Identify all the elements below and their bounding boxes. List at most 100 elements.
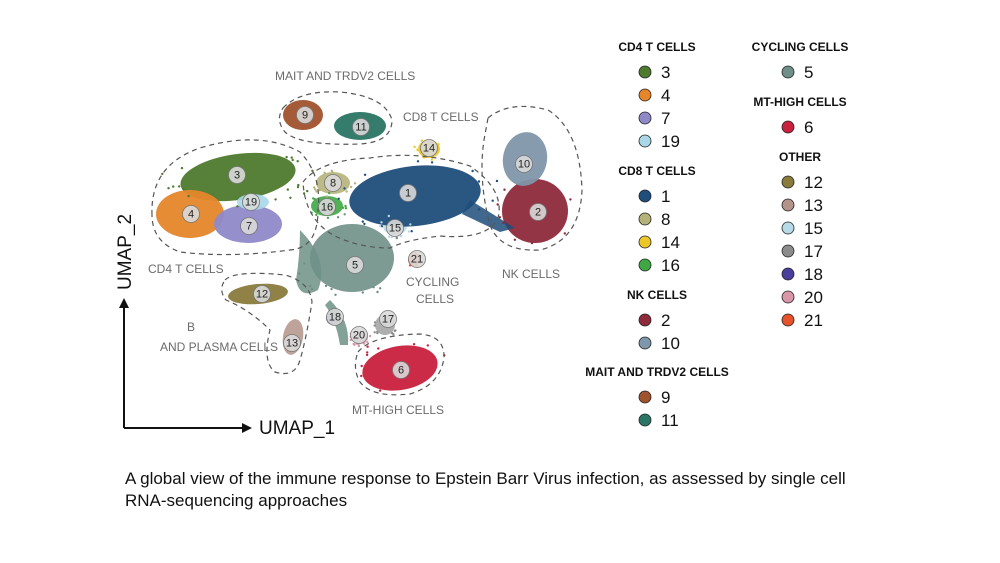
legend-item-7: 7 (638, 109, 670, 128)
cluster-badge-16: 16 (318, 198, 336, 216)
speck (379, 287, 382, 290)
cluster-badge-circle (408, 250, 426, 268)
legend-swatch (638, 390, 652, 404)
cluster-badge-number: 12 (256, 289, 268, 301)
legend-item-label: 17 (804, 242, 823, 261)
cluster-badge-20: 20 (350, 326, 368, 344)
cluster-badge-number: 7 (246, 221, 252, 233)
cluster-badge-circle (515, 155, 533, 173)
outline-nk (481, 105, 583, 251)
speck (496, 203, 499, 206)
speck (377, 347, 380, 350)
cluster-badge-circle (253, 285, 271, 303)
legend-group-5: MT-HIGH CELLS 6 (753, 95, 846, 137)
speck (318, 188, 321, 192)
speck (410, 230, 413, 233)
cluster-badge-11: 11 (352, 118, 370, 136)
group-labels: MAIT AND TRDV2 CELLS CD8 T CELLS CD4 T CEL… (148, 69, 560, 417)
axes: UMAP_1 UMAP_2 (115, 214, 335, 439)
cluster-badge-number: 1 (405, 188, 411, 200)
legend-item-4: 4 (638, 86, 670, 105)
group-label-bplasma: B AND PLASMA CELLS (160, 320, 278, 354)
legend-item-label: 2 (661, 311, 670, 330)
speck (357, 344, 361, 348)
speck (372, 286, 375, 289)
speck (341, 206, 345, 209)
legend-group-6: OTHER 12 13 15 17 18 20 21 (779, 150, 823, 330)
speck (276, 158, 280, 161)
speck (420, 139, 423, 142)
legend-item-13: 13 (781, 196, 823, 215)
speck (363, 222, 366, 226)
speck (373, 321, 377, 324)
legend-item-label: 7 (661, 109, 670, 128)
speck (409, 223, 412, 226)
cluster-badge-17: 17 (379, 310, 397, 328)
legend-item-1: 1 (638, 187, 670, 206)
cluster-badge-5: 5 (346, 256, 364, 274)
speck (289, 196, 292, 199)
cluster-badge-number: 20 (353, 330, 365, 342)
speck (309, 284, 312, 288)
cluster-badge-7: 7 (240, 217, 258, 235)
speck (161, 172, 164, 176)
speck (315, 213, 318, 217)
speck (407, 230, 411, 233)
speck (344, 204, 347, 208)
legend-item-8: 8 (638, 210, 670, 229)
legend-item-label: 12 (804, 173, 823, 192)
speck (325, 195, 328, 198)
cluster-badge-number: 11 (355, 122, 366, 134)
speck (363, 173, 367, 176)
legend-swatch (781, 120, 795, 134)
legend-item-10: 10 (638, 334, 680, 353)
legend-item-label: 9 (661, 388, 670, 407)
legend-item-label: 14 (661, 233, 680, 252)
cluster-badge-number: 5 (352, 260, 358, 272)
speck (392, 333, 395, 336)
cluster-badge-number: 19 (245, 197, 257, 209)
speck (430, 158, 434, 161)
speck (326, 216, 330, 219)
legend-item-6: 6 (781, 118, 813, 137)
speck (361, 220, 364, 223)
legend-swatch (781, 290, 795, 304)
legend-item-11: 11 (638, 411, 679, 430)
speck (291, 158, 294, 162)
speck (336, 216, 340, 219)
speck (334, 293, 337, 296)
legend-group-heading: MT-HIGH CELLS (753, 95, 846, 109)
outline-cd4 (151, 139, 320, 256)
speck (296, 160, 299, 163)
speck (477, 208, 481, 211)
speck (297, 183, 300, 187)
cluster-badge-circle (529, 203, 547, 221)
speck (274, 198, 277, 201)
legend-swatch (638, 111, 652, 125)
outline-bplasma (221, 272, 313, 375)
legend-item-label: 8 (661, 210, 670, 229)
speck (361, 291, 364, 294)
speck (373, 324, 376, 327)
legend-item-label: 1 (661, 187, 670, 206)
speck (393, 329, 396, 333)
legend-item-17: 17 (781, 242, 823, 261)
legend-swatch (781, 175, 795, 189)
speck (416, 160, 420, 163)
x-axis-arrow (242, 423, 252, 433)
speck (286, 188, 289, 191)
cluster-badge-2: 2 (529, 203, 547, 221)
legend-item-label: 5 (804, 63, 813, 82)
legend-swatch (638, 336, 652, 350)
cluster-badge-number: 8 (330, 178, 336, 190)
legend-swatch (781, 267, 795, 281)
legend-item-label: 19 (661, 132, 680, 151)
legend-item-label: 3 (661, 63, 670, 82)
speck (416, 148, 419, 151)
cluster-5-extension-1 (296, 230, 322, 294)
cluster-badge-number: 9 (302, 110, 308, 122)
speck (426, 344, 429, 347)
figure-caption: A global view of the immune response to … (125, 469, 846, 510)
legend-item-20: 20 (781, 288, 823, 307)
